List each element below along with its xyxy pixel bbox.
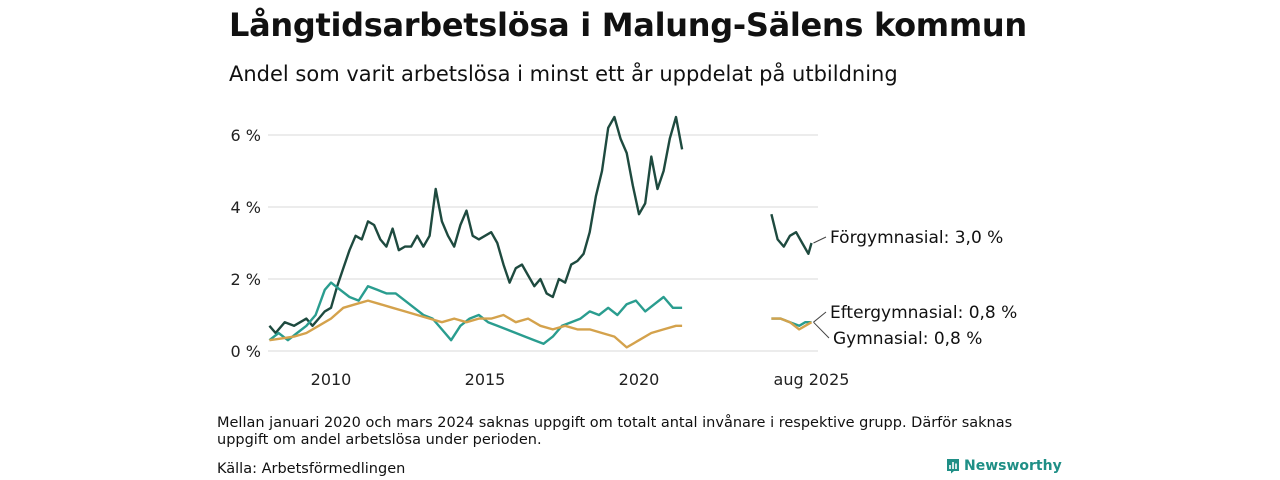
label-leader-line: [813, 321, 830, 339]
chart-footnote: Mellan januari 2020 och mars 2024 saknas…: [217, 415, 1013, 448]
label-leader-line: [813, 236, 827, 244]
series-end-label: Förgymnasial: 3,0 %: [830, 228, 1003, 248]
x-tick-label: 2015: [465, 370, 506, 389]
y-tick-label: 4 %: [231, 198, 261, 217]
chart-subtitle: Andel som varit arbetslösa i minst ett å…: [229, 62, 898, 86]
x-tick-label: aug 2025: [774, 370, 850, 389]
series-line: [269, 299, 683, 349]
line-chart: 0 % 2 % 4 % 6 % 2010 2015 2020 aug 2025 Förgymna…: [231, 115, 1017, 389]
y-tick-label: 2 %: [231, 270, 261, 289]
series-line: [268, 115, 684, 335]
label-leader-line: [813, 311, 827, 323]
y-tick-label: 0 %: [231, 342, 261, 361]
chart-title: Långtidsarbetslösa i Malung-Sälens kommu…: [229, 6, 1027, 44]
series-line: [771, 317, 813, 331]
series-end-label: Gymnasial: 0,8 %: [833, 329, 982, 349]
series-line: [268, 281, 683, 345]
y-tick-label: 6 %: [231, 126, 261, 145]
series-end-label: Eftergymnasial: 0,8 %: [830, 303, 1017, 323]
x-tick-label: 2010: [311, 370, 352, 389]
newsworthy-logo-icon: [947, 459, 959, 474]
chart-source: Källa: Arbetsförmedlingen: [217, 461, 406, 477]
series-line: [770, 213, 813, 255]
x-tick-label: 2020: [619, 370, 660, 389]
brand-name: Newsworthy: [964, 458, 1062, 474]
brand-logo[interactable]: Newsworthy: [946, 458, 1062, 474]
